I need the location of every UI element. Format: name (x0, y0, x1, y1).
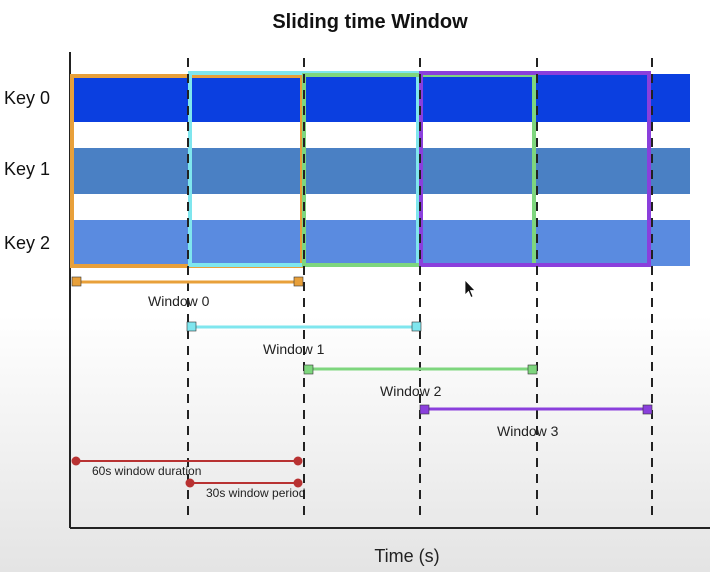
window-1-end-marker (411, 321, 422, 332)
window-2-end-marker (527, 364, 538, 375)
period-start-dot (185, 478, 195, 488)
window-3-span (419, 404, 653, 415)
key-1-label: Key 1 (4, 159, 50, 179)
window-1-label: Window 1 (263, 341, 325, 357)
duration-end-dot (293, 456, 303, 466)
window-2-label: Window 2 (380, 383, 442, 399)
duration-label: 60s window duration (92, 464, 201, 478)
key-0-band (72, 74, 690, 122)
period-annotation (185, 478, 303, 488)
window-3-end-marker (642, 404, 653, 415)
window-0-start-marker (71, 276, 82, 287)
mouse-cursor-icon (464, 279, 476, 299)
period-label: 30s window period (206, 486, 305, 500)
window-0-end-marker (293, 276, 304, 287)
window-0-span (71, 276, 304, 287)
diagram-title: Sliding time Window (272, 11, 468, 33)
period-end-dot (293, 478, 303, 488)
window-2-start-marker (303, 364, 314, 375)
x-axis-label: Time (s) (374, 546, 439, 566)
window-2-span (303, 364, 538, 375)
window-3-frame (419, 71, 651, 267)
window-3-label: Window 3 (497, 423, 559, 439)
key-2-label: Key 2 (4, 233, 50, 253)
window-3-start-marker (419, 404, 430, 415)
duration-annotation (71, 456, 303, 466)
window-1-start-marker (186, 321, 197, 332)
key-0-label: Key 0 (4, 88, 50, 108)
window-0-label: Window 0 (148, 293, 210, 309)
duration-start-dot (71, 456, 81, 466)
key-1-band (72, 148, 690, 194)
window-1-span (186, 321, 422, 332)
time-boundaries (187, 58, 653, 518)
key-2-band (72, 220, 690, 266)
